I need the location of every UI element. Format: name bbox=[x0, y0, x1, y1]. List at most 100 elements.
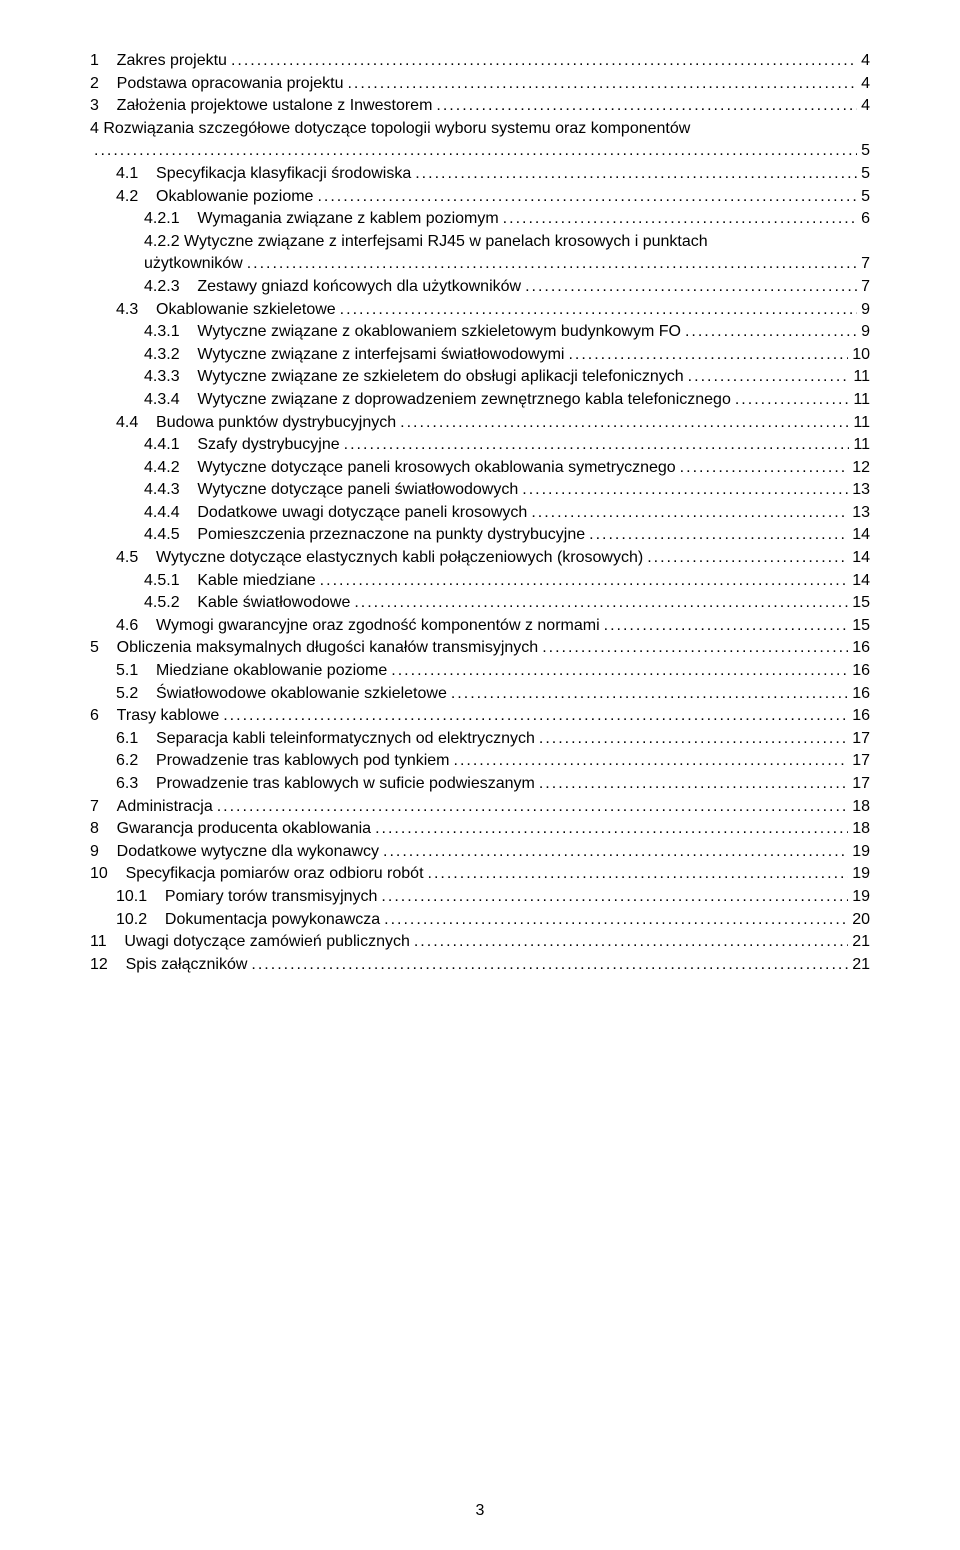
toc-dot-leader bbox=[451, 683, 848, 705]
toc-dot-leader bbox=[503, 208, 857, 230]
toc-entry-label: 4.3.3 Wytyczne związane ze szkieletem do… bbox=[144, 366, 688, 388]
toc-dot-leader bbox=[454, 750, 849, 772]
toc-entry: 6.2 Prowadzenie tras kablowych pod tynki… bbox=[90, 750, 870, 772]
toc-dot-leader bbox=[539, 728, 848, 750]
toc-dot-leader bbox=[647, 547, 848, 569]
toc-entry-page: 17 bbox=[848, 773, 870, 795]
toc-entry: 4.4.3 Wytyczne dotyczące paneli światłow… bbox=[90, 479, 870, 501]
toc-dot-leader bbox=[375, 818, 848, 840]
toc-entry-page: 5 bbox=[857, 163, 870, 185]
toc-dot-leader bbox=[414, 931, 848, 953]
toc-entry-label: 11 Uwagi dotyczące zamówień publicznych1… bbox=[90, 931, 414, 953]
toc-dot-leader bbox=[400, 412, 849, 434]
toc-entry-label: 5.2 Światłowodowe okablowanie szkieletow… bbox=[116, 683, 451, 705]
toc-entry: 10 Specyfikacja pomiarów oraz odbioru ro… bbox=[90, 863, 870, 885]
toc-entry: 5.2 Światłowodowe okablowanie szkieletow… bbox=[90, 683, 870, 705]
toc-entry-label: 4.2.1 Wymagania związane z kablem poziom… bbox=[144, 208, 503, 230]
toc-entry: 4.4.5 Pomieszczenia przeznaczone na punk… bbox=[90, 524, 870, 546]
toc-entry: 4.3.3 Wytyczne związane ze szkieletem do… bbox=[90, 366, 870, 388]
toc-entry-label: 6 Trasy kablowe6Trasy kablowe bbox=[90, 705, 223, 727]
toc-entry: 4.5.1 Kable miedziane4.5.1Kable miedzian… bbox=[90, 570, 870, 592]
toc-entry: 5 Obliczenia maksymalnych długości kanał… bbox=[90, 637, 870, 659]
toc-entry: 5.1 Miedziane okablowanie poziome5.1Mied… bbox=[90, 660, 870, 682]
toc-entry-label: 4.5.1 Kable miedziane4.5.1Kable miedzian… bbox=[144, 570, 320, 592]
toc-entry-page: 14 bbox=[848, 570, 870, 592]
toc-entry: 4.2.1 Wymagania związane z kablem poziom… bbox=[90, 208, 870, 230]
toc-entry: 4.4.1 Szafy dystrybucyjne4.4.1Szafy dyst… bbox=[90, 434, 870, 456]
toc-entry: 4.2.3 Zestawy gniazd końcowych dla użytk… bbox=[90, 276, 870, 298]
toc-dot-leader bbox=[231, 50, 857, 72]
toc-entry-label: 6.2 Prowadzenie tras kablowych pod tynki… bbox=[116, 750, 454, 772]
toc-entry: 4 Rozwiązania szczegółowe dotyczące topo… bbox=[90, 118, 870, 140]
toc-entry-page: 15 bbox=[848, 592, 870, 614]
toc-dot-leader bbox=[589, 524, 848, 546]
toc-entry-label: 8 Gwarancja producenta okablowania8Gwara… bbox=[90, 818, 375, 840]
toc-dot-leader bbox=[415, 163, 857, 185]
toc-entry-label: 5.1 Miedziane okablowanie poziome5.1Mied… bbox=[116, 660, 391, 682]
toc-dot-leader bbox=[94, 140, 857, 162]
toc-entry-page: 14 bbox=[848, 524, 870, 546]
toc-entry-label: 5 Obliczenia maksymalnych długości kanał… bbox=[90, 637, 542, 659]
toc-dot-leader bbox=[251, 954, 848, 976]
toc-dot-leader bbox=[354, 592, 848, 614]
toc-entry: 7 Administracja7Administracja 18 bbox=[90, 796, 870, 818]
toc-dot-leader bbox=[223, 705, 848, 727]
toc-entry: 4.4.2 Wytyczne dotyczące paneli krosowyc… bbox=[90, 457, 870, 479]
toc-dot-leader bbox=[568, 344, 848, 366]
toc-entry-label: 10.2 Dokumentacja powykonawcza10.2Dokume… bbox=[116, 909, 384, 931]
toc-entry-page: 15 bbox=[848, 615, 870, 637]
toc-dot-leader bbox=[542, 637, 848, 659]
toc-dot-leader bbox=[680, 457, 849, 479]
toc-entry-page: 7 bbox=[857, 253, 870, 275]
toc-entry: 8 Gwarancja producenta okablowania8Gwara… bbox=[90, 818, 870, 840]
toc-entry-page: 10 bbox=[848, 344, 870, 366]
toc-entry-page: 21 bbox=[848, 931, 870, 953]
toc-entry-page: 12 bbox=[848, 457, 870, 479]
toc-dot-leader bbox=[320, 570, 849, 592]
toc-entry-page: 5 bbox=[857, 140, 870, 162]
toc-entry: 4.1 Specyfikacja klasyfikacji środowiska… bbox=[90, 163, 870, 185]
toc-entry-label: 10.1 Pomiary torów transmisyjnych10.1Pom… bbox=[116, 886, 381, 908]
toc-entry-label: 4.3.4 Wytyczne związane z doprowadzeniem… bbox=[144, 389, 735, 411]
toc-entry-page: 19 bbox=[848, 863, 870, 885]
toc-dot-leader bbox=[525, 276, 857, 298]
toc-dot-leader bbox=[735, 389, 850, 411]
page-number: 3 bbox=[0, 1502, 960, 1520]
toc-entry: 12 Spis załączników12Spis załączników21 bbox=[90, 954, 870, 976]
toc-entry-page: 19 bbox=[848, 841, 870, 863]
toc-entry: 1 Zakres projektu1Zakres projektu4 bbox=[90, 50, 870, 72]
toc-entry-label: 4.1 Specyfikacja klasyfikacji środowiska… bbox=[116, 163, 415, 185]
toc-dot-leader bbox=[428, 863, 849, 885]
toc-entry-page: 13 bbox=[848, 479, 870, 501]
toc-entry-label: 9 Dodatkowe wytyczne dla wykonawcy9Dodat… bbox=[90, 841, 383, 863]
toc-entry-page: 14 bbox=[848, 547, 870, 569]
toc-entry: 4.3.1 Wytyczne związane z okablowaniem s… bbox=[90, 321, 870, 343]
toc-entry-page: 16 bbox=[848, 683, 870, 705]
toc-entry-label: 4.3.2 Wytyczne związane z interfejsami ś… bbox=[144, 344, 568, 366]
toc-entry-page: 16 bbox=[848, 705, 870, 727]
toc-entry-page: 13 bbox=[848, 502, 870, 524]
toc-dot-leader bbox=[604, 615, 849, 637]
toc-entry-label: 4.6 Wymogi gwarancyjne oraz zgodność kom… bbox=[116, 615, 604, 637]
toc-entry: 4.3.2 Wytyczne związane z interfejsami ś… bbox=[90, 344, 870, 366]
toc-entry-label: 4.4 Budowa punktów dystrybucyjnych4.4Bud… bbox=[116, 412, 400, 434]
toc-entry: 4.6 Wymogi gwarancyjne oraz zgodność kom… bbox=[90, 615, 870, 637]
toc-entry-label: 4.4.2 Wytyczne dotyczące paneli krosowyc… bbox=[144, 457, 680, 479]
toc-entry-label: użytkowników bbox=[144, 253, 247, 275]
table-of-contents: 1 Zakres projektu1Zakres projektu42 Pods… bbox=[90, 50, 870, 975]
toc-entry: 6.1 Separacja kabli teleinformatycznych … bbox=[90, 728, 870, 750]
toc-entry-page: 18 bbox=[848, 796, 870, 818]
toc-entry-label: 4.4.1 Szafy dystrybucyjne4.4.1Szafy dyst… bbox=[144, 434, 344, 456]
toc-dot-leader bbox=[344, 434, 850, 456]
toc-entry-label: 4 Rozwiązania szczegółowe dotyczące topo… bbox=[90, 118, 694, 140]
toc-entry: 10.1 Pomiary torów transmisyjnych10.1Pom… bbox=[90, 886, 870, 908]
toc-entry-label: 3 Założenia projektowe ustalone z Inwest… bbox=[90, 95, 436, 117]
toc-entry-page: 5 bbox=[857, 186, 870, 208]
toc-dot-leader bbox=[436, 95, 857, 117]
toc-entry-label: 7 Administracja7Administracja bbox=[90, 796, 217, 818]
toc-dot-leader bbox=[685, 321, 857, 343]
toc-entry: 5 bbox=[90, 140, 870, 162]
toc-entry-label: 4.2.3 Zestawy gniazd końcowych dla użytk… bbox=[144, 276, 525, 298]
toc-dot-leader bbox=[522, 479, 848, 501]
toc-dot-leader bbox=[381, 886, 848, 908]
